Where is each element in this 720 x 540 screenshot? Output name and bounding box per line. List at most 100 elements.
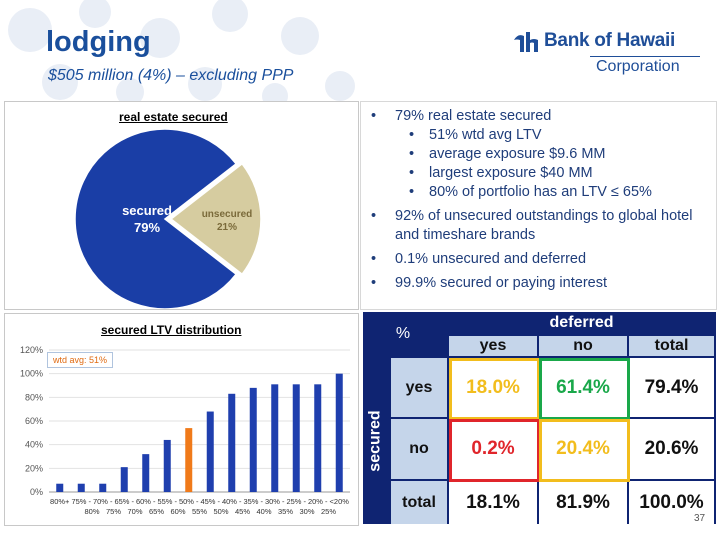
cell-secured-yes-deferred-yes: 18.0% bbox=[449, 358, 537, 417]
cell-secured-no-deferred-yes: 0.2% bbox=[449, 419, 537, 479]
x-tick-label: 35% bbox=[278, 507, 293, 516]
bank-logo-name: Bank of Hawaii bbox=[544, 30, 675, 51]
y-tick-label: 0% bbox=[30, 487, 43, 497]
bullet-secured-paying: 99.9% secured or paying interest bbox=[361, 274, 716, 293]
bank-logo: Bank of Hawaii Corporation bbox=[510, 28, 700, 80]
bank-logo-corporation: Corporation bbox=[596, 58, 680, 75]
x-tick-label: 75% bbox=[106, 507, 121, 516]
x-tick-label: 40% - bbox=[222, 497, 242, 506]
pie-chart bbox=[74, 128, 262, 309]
decorative-star-pattern bbox=[8, 0, 355, 109]
x-tick-label: 20% - bbox=[308, 497, 328, 506]
x-tick-label: 30% bbox=[299, 507, 314, 516]
x-tick-label: 45% bbox=[235, 507, 250, 516]
ltv-bar-chart: 0%20%40%60%80%100%120%80%+ 75% -80%70% -7… bbox=[20, 345, 350, 516]
bar-55% - 60% bbox=[163, 439, 171, 492]
sub-bullet-portfolio-ltv: 80% of portfolio has an LTV ≤ 65% bbox=[361, 183, 716, 202]
bullet-unsecured-brands: 92% of unsecured outstandings to global … bbox=[361, 207, 716, 245]
x-tick-label: 50% bbox=[213, 507, 228, 516]
pie-secured-pct: 79% bbox=[133, 220, 161, 235]
bank-logo-icon bbox=[514, 32, 538, 52]
pie-slice-secured bbox=[74, 128, 238, 309]
x-tick-label: 80% bbox=[84, 507, 99, 516]
cell-grand-total: 100.0% bbox=[629, 481, 714, 524]
y-tick-label: 60% bbox=[25, 416, 43, 426]
bar-65% - 70% bbox=[120, 467, 128, 492]
ltv-chart-title: secured LTV distribution bbox=[101, 323, 242, 337]
pie-slice-unsecured bbox=[169, 162, 262, 276]
x-tick-label: 60% bbox=[170, 507, 185, 516]
sub-bullet-largest-exposure: largest exposure $40 MM bbox=[361, 164, 716, 183]
bar-35% - 40% bbox=[249, 387, 257, 492]
y-tick-label: 20% bbox=[25, 463, 43, 473]
cell-secured-no-total: 20.6% bbox=[629, 419, 714, 479]
ltv-panel: secured LTV distribution 0% 20% 40% 60% 80% 1… bbox=[4, 313, 359, 526]
x-tick-label: 50% - bbox=[179, 497, 199, 506]
bullet-unsecured-deferred: 0.1% unsecured and deferred bbox=[361, 250, 716, 269]
pie-panel: real estate secured secured 79% unsecure… bbox=[4, 101, 359, 310]
highlight-yellow-box bbox=[449, 358, 540, 420]
bar-40% - 45% bbox=[228, 393, 236, 492]
x-tick-label: 25% - bbox=[286, 497, 306, 506]
secured-header: secured bbox=[363, 358, 389, 524]
wtd-avg-text: wtd avg: 51% bbox=[53, 355, 108, 365]
x-tick-label: 70% - bbox=[93, 497, 113, 506]
deferred-header: deferred bbox=[549, 314, 614, 331]
x-tick-label: 55% bbox=[192, 507, 207, 516]
y-tick-label: 40% bbox=[25, 440, 43, 450]
bar-80%+ bbox=[56, 483, 64, 492]
slide-number: 37 bbox=[694, 513, 706, 524]
pie-unsecured-pct: 21% bbox=[216, 222, 237, 233]
cell-secured-yes-total: 79.4% bbox=[629, 358, 714, 417]
x-tick-label: 70% bbox=[127, 507, 142, 516]
x-tick-label: 30% - bbox=[265, 497, 285, 506]
x-tick-label: 65% bbox=[149, 507, 164, 516]
bar-<20% bbox=[335, 373, 343, 492]
bar-20% - 25% bbox=[314, 384, 322, 492]
secured-header-text: secured bbox=[367, 410, 384, 472]
x-tick-label: 65% - bbox=[114, 497, 134, 506]
pie-chart-title: real estate secured bbox=[119, 110, 228, 124]
row-header-total: total bbox=[391, 481, 447, 524]
page-title: lodging bbox=[46, 26, 151, 58]
bar-70% - 75% bbox=[99, 483, 107, 492]
x-tick-label: 45% - bbox=[200, 497, 220, 506]
cell-total-deferred-yes: 18.1% bbox=[449, 481, 537, 524]
x-tick-label: 25% bbox=[321, 507, 336, 516]
pie-secured-label: secured 79% bbox=[107, 202, 187, 236]
col-header-no: no bbox=[539, 336, 627, 356]
highlight-yellow-box bbox=[539, 419, 630, 482]
matrix-corner-label: % bbox=[395, 325, 411, 342]
bullet-real-estate-secured: 79% real estate secured bbox=[361, 107, 716, 126]
pie-unsecured-name: unsecured bbox=[201, 209, 253, 220]
y-tick-label: 100% bbox=[20, 369, 43, 379]
x-tick-label: 55% - bbox=[157, 497, 177, 506]
x-tick-label: <20% bbox=[330, 497, 350, 506]
highlight-green-box bbox=[539, 358, 630, 420]
x-tick-label: 75% - bbox=[71, 497, 91, 506]
bar-30% - 35% bbox=[271, 384, 279, 492]
bar-60% - 65% bbox=[142, 454, 150, 492]
row-header-no: no bbox=[391, 419, 447, 479]
x-tick-label: 80%+ bbox=[50, 497, 70, 506]
highlight-red-box bbox=[449, 419, 540, 482]
x-tick-label: 40% bbox=[256, 507, 271, 516]
bar-25% - 30% bbox=[292, 384, 300, 492]
cell-secured-no-deferred-no: 20.4% bbox=[539, 419, 627, 479]
pie-secured-name: secured bbox=[122, 203, 172, 218]
col-header-total: total bbox=[629, 336, 714, 356]
pie-unsecured-label: unsecured 21% bbox=[197, 208, 257, 234]
row-header-yes: yes bbox=[391, 358, 447, 417]
bar-45% - 50% bbox=[206, 411, 214, 492]
sub-bullet-ltv: 51% wtd avg LTV bbox=[361, 126, 716, 145]
cell-total-deferred-no: 81.9% bbox=[539, 481, 627, 524]
page-subtitle: $505 million (4%) – excluding PPP bbox=[48, 67, 294, 84]
cell-secured-yes-deferred-no: 61.4% bbox=[539, 358, 627, 417]
logo-divider bbox=[590, 56, 700, 57]
sub-bullet-average-exposure: average exposure $9.6 MM bbox=[361, 145, 716, 164]
bar-75% - 80% bbox=[77, 483, 85, 492]
bar-50% - 55% bbox=[185, 428, 193, 492]
x-tick-label: 35% - bbox=[243, 497, 263, 506]
x-tick-label: 60% - bbox=[136, 497, 156, 506]
wtd-avg-annotation: wtd avg: 51% bbox=[47, 352, 114, 368]
